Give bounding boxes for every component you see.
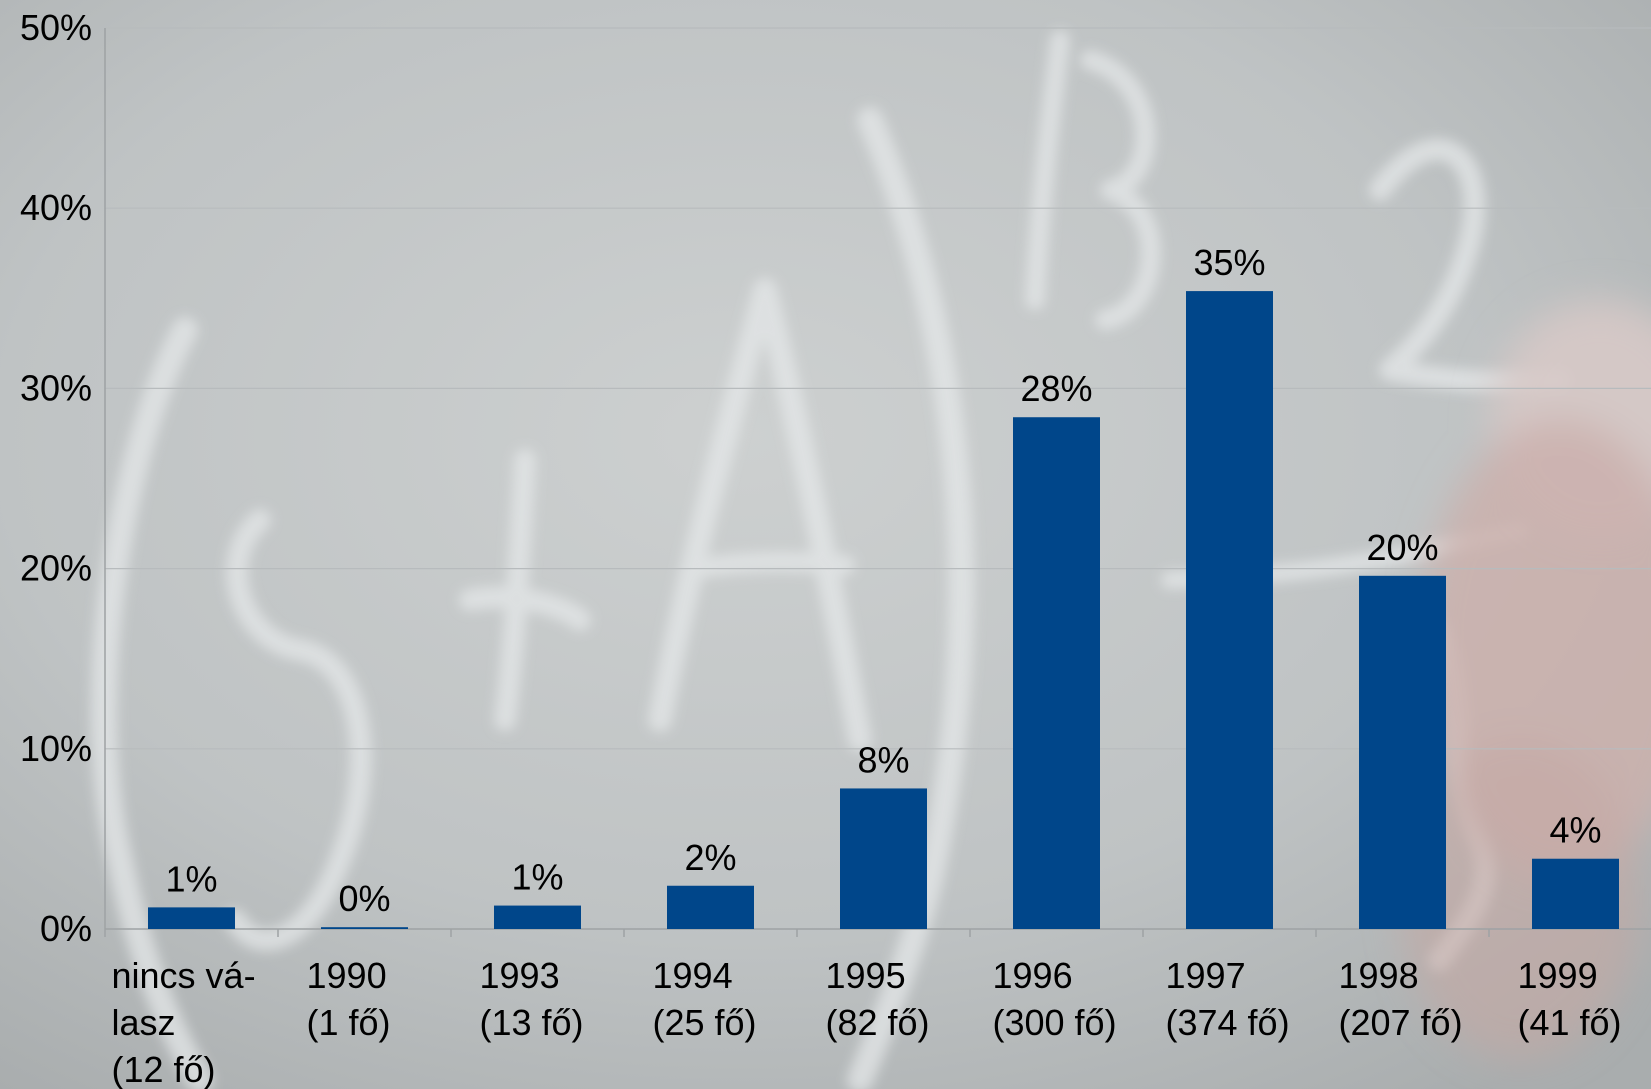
data-label: 4% — [1549, 810, 1601, 851]
x-category-label: 1999 (41 fő) — [1518, 955, 1622, 1043]
y-tick-label: 0% — [40, 908, 92, 949]
x-category-label-line: 1998 — [1339, 955, 1419, 996]
bar — [1186, 291, 1273, 929]
x-category-label-line: 1993 — [480, 955, 560, 996]
x-category-label-line: (374 fő) — [1166, 1002, 1290, 1043]
data-label: 35% — [1193, 242, 1265, 283]
x-category-label-line: (12 fő) — [112, 1049, 216, 1089]
x-category-label-line: 1995 — [826, 955, 906, 996]
x-category-label: 1990 (1 fő) — [307, 955, 391, 1043]
bar — [148, 907, 235, 929]
bars — [148, 291, 1619, 929]
data-label: 2% — [684, 837, 736, 878]
x-axis-category-labels: nincs vá-lasz (12 fő) 1990 (1 fő) 1993 (13 fő… — [112, 955, 1622, 1089]
bar — [667, 885, 754, 929]
x-category-label-line: 1990 — [307, 955, 387, 996]
x-category-label: 1997 (374 fő) — [1166, 955, 1290, 1043]
data-label: 28% — [1020, 368, 1092, 409]
x-category-label-line: (82 fő) — [826, 1002, 930, 1043]
x-category-label-line: nincs vá- — [112, 955, 256, 996]
x-category-label-line: lasz — [112, 1002, 176, 1043]
x-category-label-line: 1997 — [1166, 955, 1246, 996]
x-category-label: 1993 (13 fő) — [480, 955, 584, 1043]
x-category-label-line: (1 fő) — [307, 1002, 391, 1043]
data-labels: 1% 0% 1% 2% 8% 28% 35% 20% 4% — [165, 242, 1601, 919]
bar — [321, 927, 408, 929]
bar — [1359, 575, 1446, 929]
data-label: 1% — [511, 857, 563, 898]
x-category-label-line: 1996 — [993, 955, 1073, 996]
x-category-label: nincs vá-lasz (12 fő) — [112, 955, 256, 1089]
y-tick-label: 40% — [20, 187, 92, 228]
x-category-label-line: (300 fő) — [993, 1002, 1117, 1043]
x-category-label: 1995 (82 fő) — [826, 955, 930, 1043]
x-category-label: 1996 (300 fő) — [993, 955, 1117, 1043]
bar — [1532, 858, 1619, 929]
x-category-label-line: (13 fő) — [480, 1002, 584, 1043]
data-label: 0% — [338, 878, 390, 919]
gridlines — [105, 27, 1651, 750]
x-category-label-line: (41 fő) — [1518, 1002, 1622, 1043]
y-axis-tick-labels: 0% 10% 20% 30% 40% 50% — [20, 7, 92, 949]
bar — [840, 788, 927, 929]
x-category-label-line: 1994 — [653, 955, 733, 996]
x-category-label: 1994 (25 fő) — [653, 955, 757, 1043]
x-category-label: 1998 (207 fő) — [1339, 955, 1463, 1043]
bar — [494, 905, 581, 929]
y-tick-label: 10% — [20, 728, 92, 769]
y-tick-label: 30% — [20, 367, 92, 408]
data-label: 8% — [857, 739, 909, 780]
x-category-label-line: (25 fő) — [653, 1002, 757, 1043]
x-category-label-line: (207 fő) — [1339, 1002, 1463, 1043]
bar — [1013, 417, 1100, 929]
data-label: 1% — [165, 858, 217, 899]
x-category-label-line: 1999 — [1518, 955, 1598, 996]
y-tick-label: 20% — [20, 548, 92, 589]
data-label: 20% — [1366, 527, 1438, 568]
y-tick-label: 50% — [20, 7, 92, 48]
